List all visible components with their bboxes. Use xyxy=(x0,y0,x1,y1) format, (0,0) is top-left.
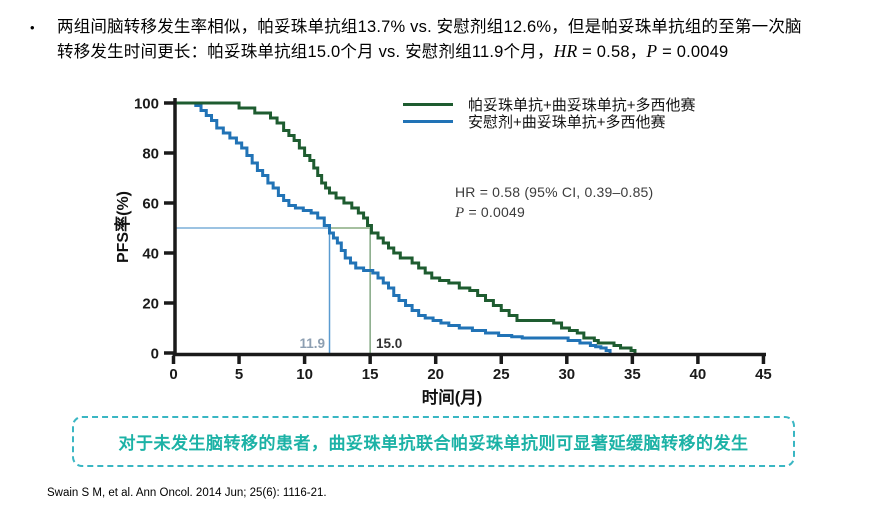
y-tick-label: 20 xyxy=(142,296,159,313)
callout-text: 对于未发生脑转移的患者，曲妥珠单抗联合帕妥珠单抗则可显著延缓脑转移的发生 xyxy=(118,434,749,453)
hr-stat-value: = 0.58， xyxy=(577,42,647,61)
x-tick-label: 30 xyxy=(558,366,575,383)
x-tick-label: 0 xyxy=(169,366,177,383)
x-tick-label: 35 xyxy=(624,366,641,383)
x-tick-label: 25 xyxy=(493,366,510,383)
x-tick-label: 10 xyxy=(296,366,313,383)
legend-line-pertuzumab-icon xyxy=(403,102,453,107)
legend-row-pertuzumab: 帕妥珠单抗+曲妥珠单抗+多西他赛 xyxy=(403,96,696,114)
x-tick-label: 40 xyxy=(690,366,707,383)
p-stat-value: = 0.0049 xyxy=(657,42,729,61)
x-tick-label: 5 xyxy=(235,366,243,383)
y-tick-label: 40 xyxy=(142,246,159,263)
y-tick-label: 0 xyxy=(151,346,159,363)
placebo-curve xyxy=(173,101,612,353)
hr-stat-label: HR xyxy=(553,40,578,61)
bullet-line-2-text: 转移发生时间更长：帕妥珠单抗组15.0个月 vs. 安慰剂组11.9个月， xyxy=(57,42,554,61)
citation: Swain S M, et al. Ann Oncol. 2014 Jun; 2… xyxy=(47,487,327,499)
legend-row-placebo: 安慰剂+曲妥珠单抗+多西他赛 xyxy=(403,113,696,131)
x-tick-label: 45 xyxy=(755,366,772,383)
x-tick-label: 15 xyxy=(362,366,379,383)
hr-annotation: HR = 0.58 (95% CI, 0.39–0.85) P = 0.0049 xyxy=(455,182,653,223)
x-axis-title: 时间(月) xyxy=(421,389,483,407)
hr-annotation-line1: HR = 0.58 (95% CI, 0.39–0.85) xyxy=(455,184,654,200)
y-axis-title: PFS率(%) xyxy=(115,190,132,264)
bullet-text: 两组间脑转移发生率相似，帕妥珠单抗组13.7% vs. 安慰剂组12.6%，但是… xyxy=(57,16,802,64)
median-label-placebo: 11.9 xyxy=(299,336,325,351)
y-tick-label: 80 xyxy=(142,146,159,163)
callout-box: 对于未发生脑转移的患者，曲妥珠单抗联合帕妥珠单抗则可显著延缓脑转移的发生 xyxy=(72,416,795,467)
bullet-marker: • xyxy=(30,20,35,35)
median-label-pertuzumab: 15.0 xyxy=(376,336,403,351)
y-tick-label: 60 xyxy=(142,196,159,213)
p-stat-label: P xyxy=(646,40,658,61)
hr-annotation-line2: P = 0.0049 xyxy=(455,202,653,223)
legend-line-placebo-icon xyxy=(403,119,453,124)
pertuzumab-curve xyxy=(173,101,637,353)
y-tick-label: 100 xyxy=(134,96,159,113)
x-tick-label: 20 xyxy=(427,366,444,383)
legend-label-placebo: 安慰剂+曲妥珠单抗+多西他赛 xyxy=(468,114,666,131)
chart-legend: 帕妥珠单抗+曲妥珠单抗+多西他赛 安慰剂+曲妥珠单抗+多西他赛 xyxy=(403,96,696,131)
p-annotation-value: = 0.0049 xyxy=(464,204,525,220)
bullet-line-2: 转移发生时间更长：帕妥珠单抗组15.0个月 vs. 安慰剂组11.9个月，HR … xyxy=(57,40,802,65)
bullet-line-1: 两组间脑转移发生率相似，帕妥珠单抗组13.7% vs. 安慰剂组12.6%，但是… xyxy=(57,18,802,36)
p-annotation-label: P xyxy=(455,205,465,221)
bullet-item: • 两组间脑转移发生率相似，帕妥珠单抗组13.7% vs. 安慰剂组12.6%，… xyxy=(30,16,855,64)
legend-label-pertuzumab: 帕妥珠单抗+曲妥珠单抗+多西他赛 xyxy=(468,97,696,114)
